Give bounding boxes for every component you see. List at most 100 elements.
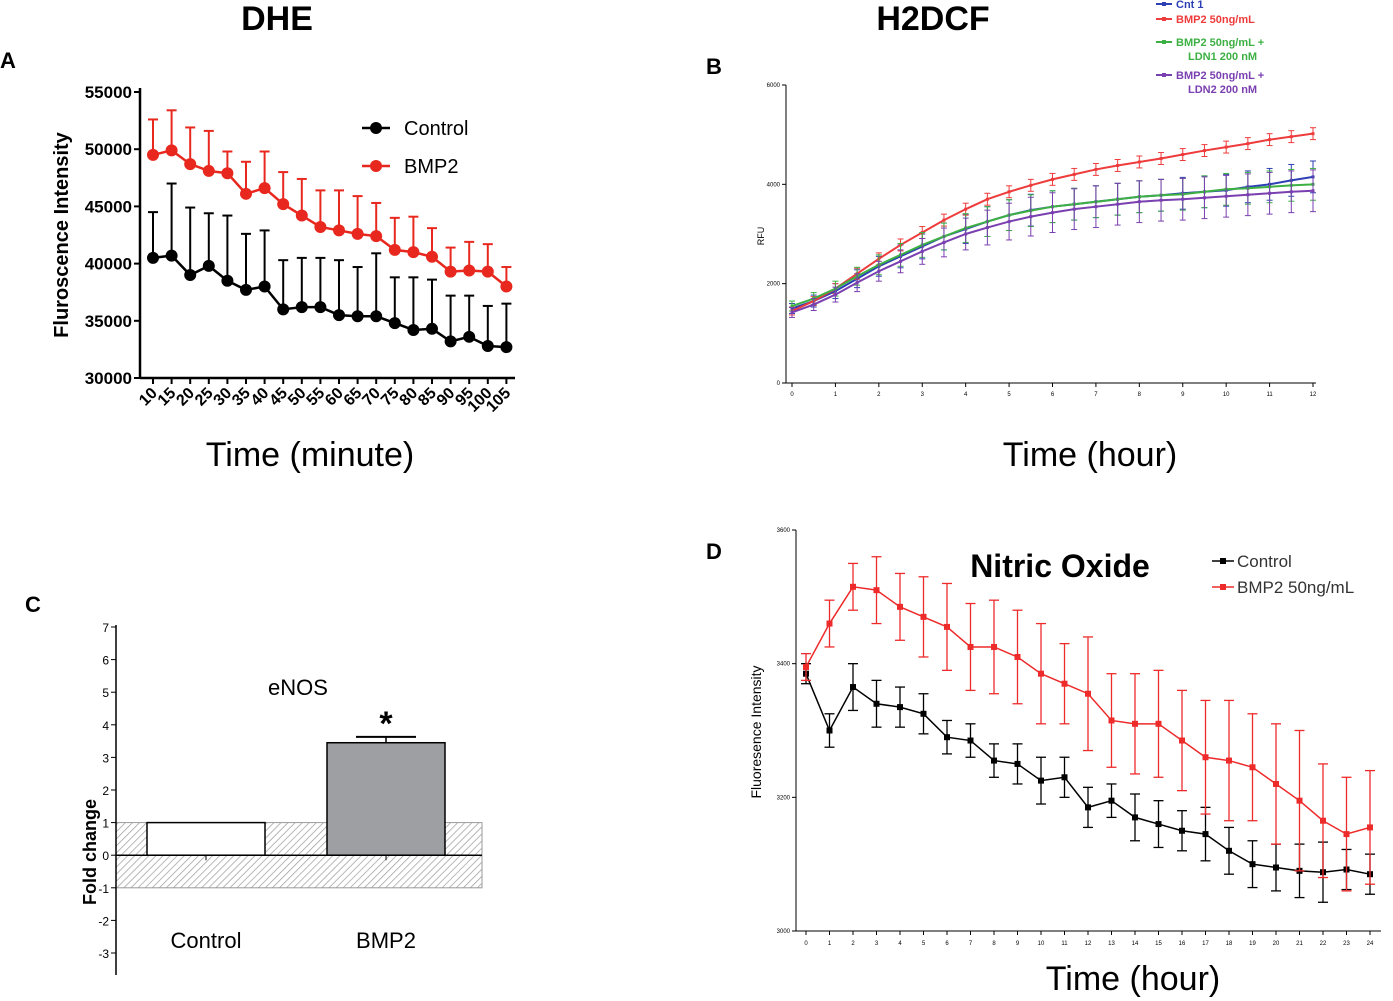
y-tick-label-d: 3000 [777, 929, 791, 935]
x-tick-label-d: 18 [1226, 941, 1233, 947]
x-tick-label-d: 12 [1085, 941, 1092, 947]
legend-label-b: BMP2 50ng/mL + LDN1 200 nM [1176, 37, 1264, 63]
legend-marker-d [1220, 558, 1226, 564]
data-point-control [165, 249, 178, 262]
data-point-d [1061, 680, 1068, 687]
data-point-bmp2 [426, 250, 438, 263]
data-point-b [1029, 183, 1033, 187]
data-point-bmp2 [444, 265, 457, 278]
data-point-b [964, 207, 968, 211]
legend-label-b: Cnt 1 [1176, 0, 1204, 11]
data-point-d [1085, 804, 1091, 811]
data-point-d [1132, 720, 1138, 727]
data-point-bmp2 [240, 187, 252, 200]
data-point-bmp2 [184, 158, 197, 171]
y-tick-label-a: 50000 [85, 140, 132, 159]
y-axis-label-c: Fold change [80, 799, 100, 905]
legend-label-a: BMP2 [404, 156, 458, 178]
x-tick-label-d: 16 [1179, 941, 1186, 947]
y-tick-label-a: 45000 [85, 197, 132, 216]
data-point-d [967, 737, 974, 744]
x-tick-label-b: 7 [1094, 392, 1098, 398]
data-point-b [1224, 145, 1228, 149]
data-point-d [1014, 760, 1021, 767]
data-point-d [1249, 861, 1256, 868]
data-point-b [1137, 200, 1141, 204]
data-point-control [407, 323, 420, 336]
data-point-d [873, 587, 880, 594]
data-point-b [899, 259, 903, 263]
x-tick-label-d: 6 [945, 941, 949, 947]
data-point-d [1038, 670, 1044, 677]
data-point-control [240, 283, 252, 296]
data-point-b [812, 303, 816, 307]
x-tick-label-d: 13 [1108, 941, 1115, 947]
x-tick-label-b: 12 [1310, 392, 1317, 398]
x-tick-label-b: 8 [1138, 392, 1142, 398]
data-point-b [1268, 138, 1272, 142]
data-point-b [1029, 215, 1033, 219]
data-point-bmp2 [388, 243, 401, 256]
data-point-control [370, 310, 383, 323]
data-point-b [1051, 177, 1054, 181]
data-point-b [1181, 197, 1185, 201]
x-axis-label-a: Time (minute) [206, 436, 414, 474]
data-point-d [1108, 797, 1115, 804]
data-point-bmp2 [333, 224, 345, 237]
data-point-d [944, 734, 950, 741]
data-point-d [1226, 757, 1232, 764]
data-point-control [351, 310, 364, 323]
data-point-d [850, 583, 856, 590]
x-tick-label-b: 0 [790, 392, 794, 398]
legend-label-b: BMP2 50ng/mL [1176, 14, 1255, 26]
data-point-d [826, 620, 833, 627]
data-point-b [1137, 160, 1141, 164]
legend-marker-a [370, 160, 382, 172]
data-point-bmp2 [221, 167, 234, 180]
y-tick-label-b: 4000 [767, 182, 781, 188]
y-tick-label-c: 7 [102, 621, 109, 635]
data-point-b [855, 281, 859, 285]
y-tick-label-c: 2 [102, 784, 109, 798]
data-point-control [295, 301, 308, 314]
x-tick-label-d: 4 [898, 941, 902, 947]
data-point-bmp2 [481, 265, 494, 278]
data-point-control [202, 259, 215, 272]
data-point-d [967, 643, 974, 650]
data-point-d [897, 603, 903, 610]
data-point-b [1116, 202, 1120, 206]
x-tick-label-d: 5 [922, 941, 926, 947]
x-tick-label-b: 10 [1223, 392, 1230, 398]
x-tick-label-d: 1 [828, 941, 832, 947]
y-tick-label-c: -2 [98, 914, 109, 928]
chart-title-nitric-oxide: Nitric Oxide [970, 548, 1150, 584]
data-point-bmp2 [351, 227, 364, 240]
data-point-b [1094, 205, 1098, 209]
y-axis-label-b: RFU [756, 227, 766, 246]
data-point-control [388, 317, 401, 330]
legend-marker-b [1162, 17, 1166, 21]
x-tick-label-d: 19 [1249, 941, 1256, 947]
y-tick-label-c: -1 [98, 882, 109, 896]
x-tick-label-d: 10 [1038, 941, 1045, 947]
data-point-b [1246, 142, 1250, 146]
data-point-control [444, 335, 457, 348]
data-point-control [463, 330, 476, 343]
x-tick-label-b: 5 [1007, 392, 1011, 398]
x-tick-label-b: 1 [834, 392, 838, 398]
panel-label-a: A [0, 48, 16, 73]
data-point-b [1094, 167, 1098, 171]
data-point-b [1289, 135, 1293, 139]
x-tick-label-d: 11 [1061, 941, 1068, 947]
legend-marker-b [1162, 73, 1166, 77]
x-axis-label-d: Time (hour) [1046, 960, 1220, 998]
data-point-bmp2 [500, 280, 513, 293]
data-point-d [897, 704, 903, 711]
x-tick-label-b: 4 [964, 392, 968, 398]
data-point-b [1289, 190, 1293, 194]
data-point-d [803, 664, 809, 671]
data-point-bmp2 [147, 148, 159, 161]
data-point-b [964, 232, 968, 236]
